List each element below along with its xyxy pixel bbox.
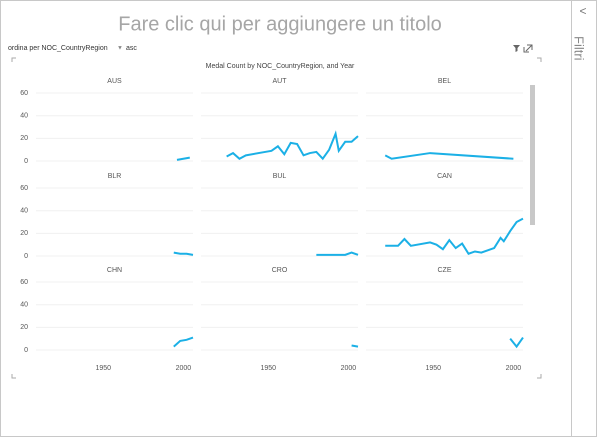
collapse-arrow[interactable]: < <box>579 4 586 18</box>
panel-title: BUL <box>273 173 287 180</box>
page-title[interactable]: Fare clic qui per aggiungere un titolo <box>118 13 442 35</box>
x-tick-label: 1950 <box>425 365 441 372</box>
y-tick-label: 0 <box>24 253 28 260</box>
x-tick-label: 1950 <box>260 365 276 372</box>
series-line <box>384 152 514 160</box>
chart-title: Medal Count by NOC_CountryRegion, and Ye… <box>206 63 355 70</box>
panel-title: CAN <box>437 173 452 180</box>
panel-title: BEL <box>438 78 451 85</box>
panel-title: BLR <box>108 173 122 180</box>
filters-pane-label[interactable]: Filtri <box>572 36 587 61</box>
sort-field[interactable]: ordina per NOC_CountryRegion <box>8 45 108 52</box>
panel-title: CHN <box>107 267 122 274</box>
y-tick-label: 0 <box>24 158 28 165</box>
y-tick-label: 40 <box>20 302 28 309</box>
y-tick-label: 60 <box>20 185 28 192</box>
popout-icon[interactable] <box>523 44 533 53</box>
panel-title: CRO <box>272 267 288 274</box>
series-line <box>173 336 194 348</box>
series-line <box>385 217 524 255</box>
panel-title: AUS <box>107 78 122 85</box>
x-tick-label: 2000 <box>506 365 522 372</box>
scrollbar[interactable] <box>530 85 535 225</box>
y-tick-label: 60 <box>20 90 28 97</box>
series-line <box>226 130 359 161</box>
y-tick-label: 60 <box>20 279 28 286</box>
series-line <box>316 251 359 256</box>
filter-icon[interactable] <box>513 45 520 52</box>
series-line <box>351 344 359 348</box>
x-tick-label: 2000 <box>341 365 357 372</box>
panel-title: CZE <box>438 267 452 274</box>
sort-dropdown[interactable]: ▼ <box>117 46 123 52</box>
x-tick-label: 1950 <box>95 365 111 372</box>
y-tick-label: 40 <box>20 208 28 215</box>
series-line <box>173 251 194 256</box>
y-tick-label: 20 <box>20 135 28 142</box>
x-tick-label: 2000 <box>176 365 192 372</box>
y-tick-label: 40 <box>20 113 28 120</box>
sort-order[interactable]: asc <box>126 45 137 52</box>
frame-corners <box>11 57 542 379</box>
y-tick-label: 0 <box>24 347 28 354</box>
y-tick-label: 20 <box>20 324 28 331</box>
series-line <box>509 336 524 349</box>
y-tick-label: 20 <box>20 230 28 237</box>
panel-title: AUT <box>273 78 288 85</box>
series-line <box>176 156 190 161</box>
